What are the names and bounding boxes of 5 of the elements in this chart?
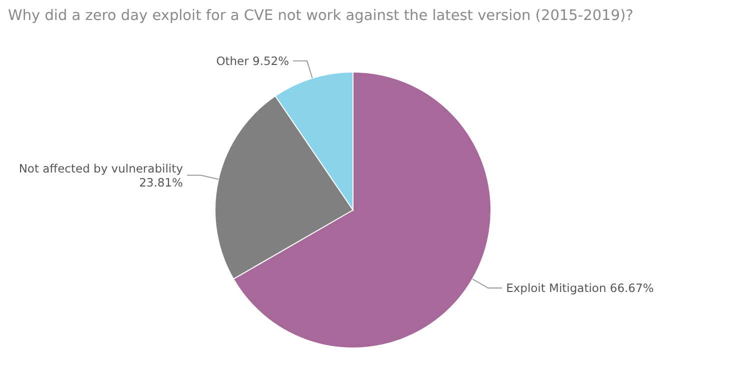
chart-title: Why did a zero day exploit for a CVE not work against the latest version (2015-2019)? [8, 8, 634, 24]
slice-label: Not affected by vulnerability [18, 161, 184, 176]
slice-label: Other 9.52% [216, 54, 290, 68]
data-label: 23.81% [139, 175, 183, 190]
slice-label: Exploit Mitigation 66.67% [506, 281, 654, 296]
